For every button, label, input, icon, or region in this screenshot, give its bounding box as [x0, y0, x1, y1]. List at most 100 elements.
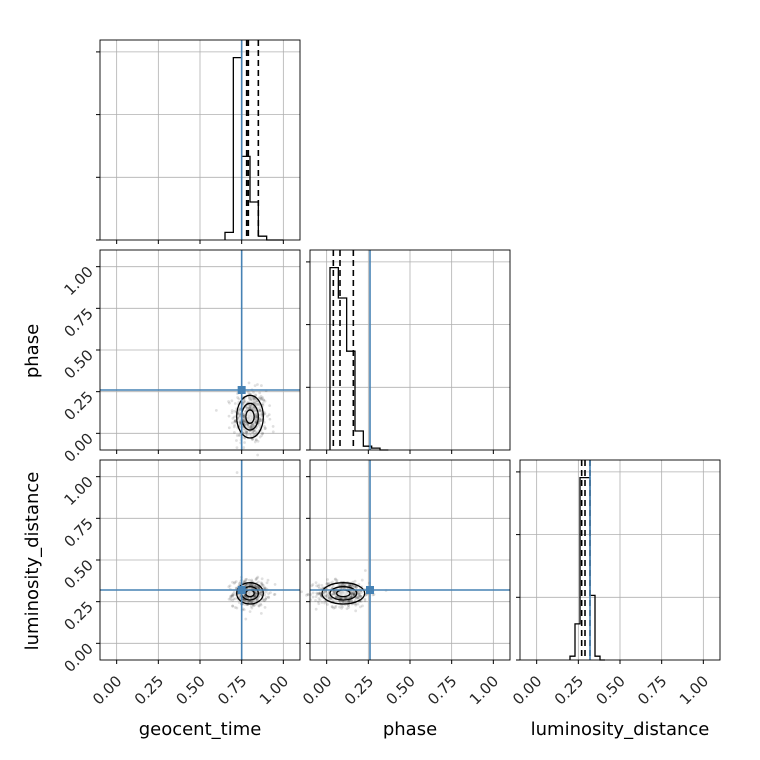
sample-point: [340, 583, 344, 587]
sample-point: [251, 437, 254, 441]
sample-point: [228, 584, 232, 588]
histogram-geocent-time: [224, 56, 284, 241]
sample-point: [338, 596, 342, 600]
sample-point: [332, 606, 336, 610]
sample-point: [231, 594, 234, 598]
sample-point: [238, 419, 242, 423]
sample-point: [268, 404, 272, 408]
sample-point: [326, 578, 329, 581]
sample-point: [249, 426, 253, 430]
sample-point: [249, 405, 253, 409]
sample-point: [238, 433, 242, 437]
sample-point: [359, 591, 363, 594]
sample-point: [334, 577, 337, 581]
sample-point: [243, 599, 246, 602]
sample-point: [332, 590, 336, 594]
sample-point: [231, 580, 234, 584]
sample-point: [350, 599, 354, 603]
sample-point: [259, 611, 263, 615]
xtick-label-0: 0.00: [89, 672, 125, 708]
sample-point: [254, 413, 258, 416]
contour-inner: [245, 589, 255, 598]
sample-point: [371, 593, 375, 597]
sample-point: [261, 403, 265, 407]
sample-point: [263, 598, 266, 602]
sample-point: [246, 596, 250, 600]
sample-point: [251, 407, 255, 411]
sample-point: [261, 396, 264, 399]
sample-point: [253, 440, 257, 444]
sample-point: [231, 604, 235, 608]
truth-marker: [366, 586, 374, 594]
sample-point: [257, 403, 261, 406]
sample-point: [227, 400, 230, 403]
sample-point: [237, 601, 241, 605]
xtick-label-1: 0.25: [131, 672, 167, 708]
xtick-label-1: 0.25: [551, 672, 587, 708]
sample-point: [243, 580, 246, 584]
sample-point: [311, 583, 315, 586]
sample-point: [324, 594, 327, 598]
sample-point: [248, 610, 252, 614]
sample-point: [352, 590, 356, 594]
sample-point: [358, 594, 362, 597]
panel-geocent-time-geocent-time: [96, 39, 301, 244]
sample-point: [258, 435, 262, 439]
sample-point: [250, 578, 254, 582]
sample-point: [245, 405, 249, 409]
sample-point: [249, 424, 253, 428]
sample-point: [332, 591, 336, 595]
sample-point: [346, 604, 350, 607]
sample-point: [350, 595, 354, 598]
sample-point: [363, 599, 367, 603]
sample-point: [340, 583, 344, 587]
sample-point: [328, 581, 332, 585]
sample-point: [354, 596, 358, 600]
sample-point: [250, 423, 253, 427]
sample-point: [259, 581, 263, 585]
sample-point: [242, 400, 246, 403]
sample-point: [341, 583, 345, 587]
sample-point: [238, 413, 242, 417]
sample-point: [254, 418, 258, 422]
sample-point: [246, 424, 250, 428]
sample-point: [260, 414, 264, 418]
sample-point: [250, 596, 254, 600]
panel-phase-geocent-time: 0.00 0.25 0.50 0.75 1.00: [60, 249, 301, 474]
sample-point: [320, 583, 324, 587]
sample-point: [232, 415, 236, 419]
sample-point: [263, 587, 267, 590]
sample-point: [339, 596, 343, 600]
sample-point: [259, 394, 263, 398]
sample-point: [331, 592, 335, 596]
sample-point: [234, 580, 238, 583]
sample-point: [251, 406, 255, 410]
sample-point: [233, 420, 237, 423]
ytick-label-0: 0.00: [60, 639, 96, 675]
text-layer: geocent_time phase luminosity_distance p…: [22, 324, 709, 740]
sample-point: [243, 420, 247, 424]
sample-point: [344, 596, 348, 600]
sample-point: [259, 603, 263, 607]
sample-point: [260, 590, 264, 594]
sample-point: [233, 423, 237, 427]
sample-point: [232, 590, 236, 594]
sample-point: [235, 439, 238, 442]
sample-point: [231, 592, 235, 596]
sample-point: [326, 582, 330, 586]
sample-point: [251, 430, 255, 434]
sample-point: [341, 600, 345, 604]
sample-point: [263, 427, 267, 431]
sample-point: [338, 605, 342, 609]
sample-point: [353, 579, 357, 583]
sample-point: [331, 580, 334, 584]
sample-point: [242, 608, 246, 612]
sample-point: [255, 430, 259, 434]
sample-point: [333, 578, 337, 581]
sample-point: [245, 422, 249, 426]
sample-point: [248, 395, 251, 399]
sample-point: [337, 596, 341, 600]
sample-point: [335, 595, 338, 599]
sample-point: [353, 598, 357, 602]
sample-point: [234, 597, 238, 601]
